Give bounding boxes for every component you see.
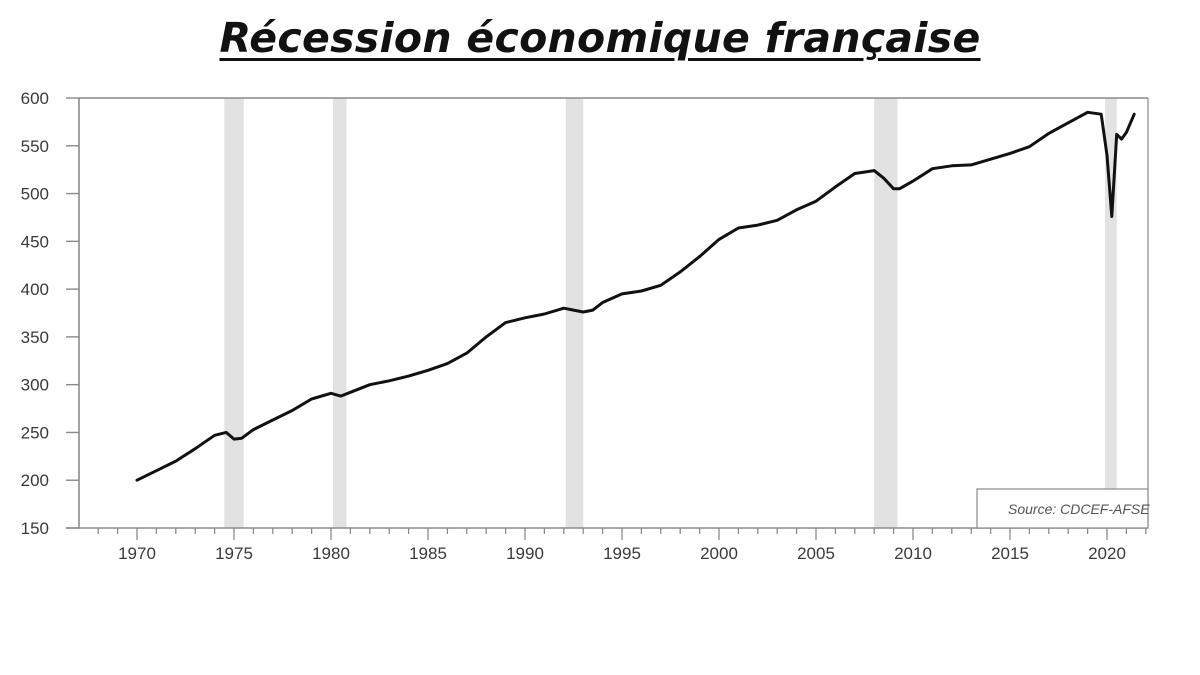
y-tick-label: 300: [21, 376, 49, 395]
y-tick-label: 200: [21, 471, 49, 490]
source-box: Source: CDCEF-AFSE: [976, 488, 1150, 529]
recession-band: [224, 98, 244, 528]
y-tick-label: 400: [21, 280, 49, 299]
source-label: Source: CDCEF-AFSE: [1008, 501, 1150, 517]
y-tick-label: 500: [21, 185, 49, 204]
x-tick-label: 2005: [797, 544, 835, 563]
recession-band: [1105, 98, 1117, 528]
x-tick-label: 2010: [894, 544, 932, 563]
recession-band: [565, 98, 584, 528]
chart-title: Récession économique française: [219, 14, 981, 62]
y-tick-label: 450: [21, 232, 49, 251]
y-tick-label: 600: [21, 89, 49, 108]
recession-band: [874, 98, 898, 528]
x-tick-label: 1985: [409, 544, 447, 563]
x-tick-label: 1995: [603, 544, 641, 563]
y-tick-label: 150: [21, 519, 49, 538]
x-axis-ticks: 1970 1975 1980 1985 1990 1995 2000 2005 2010 2015…: [97, 528, 1147, 563]
y-tick-label: 350: [21, 328, 49, 347]
x-tick-label: 1975: [215, 544, 253, 563]
x-tick-label: 1980: [312, 544, 350, 563]
x-tick-label: 1990: [506, 544, 544, 563]
x-tick-label: 2000: [700, 544, 738, 563]
y-axis-ticks: 150 200 250 300 350 400 450 500 550 600: [21, 89, 79, 538]
gdp-line: [135, 110, 1136, 482]
y-tick-label: 250: [21, 423, 49, 442]
x-tick-label: 1970: [118, 544, 156, 563]
chart-axes: [66, 97, 1149, 529]
x-tick-label: 2015: [991, 544, 1029, 563]
recession-bands: [224, 98, 1117, 528]
y-tick-label: 550: [21, 137, 49, 156]
x-tick-label: 2020: [1088, 544, 1126, 563]
recession-band: [332, 98, 347, 528]
